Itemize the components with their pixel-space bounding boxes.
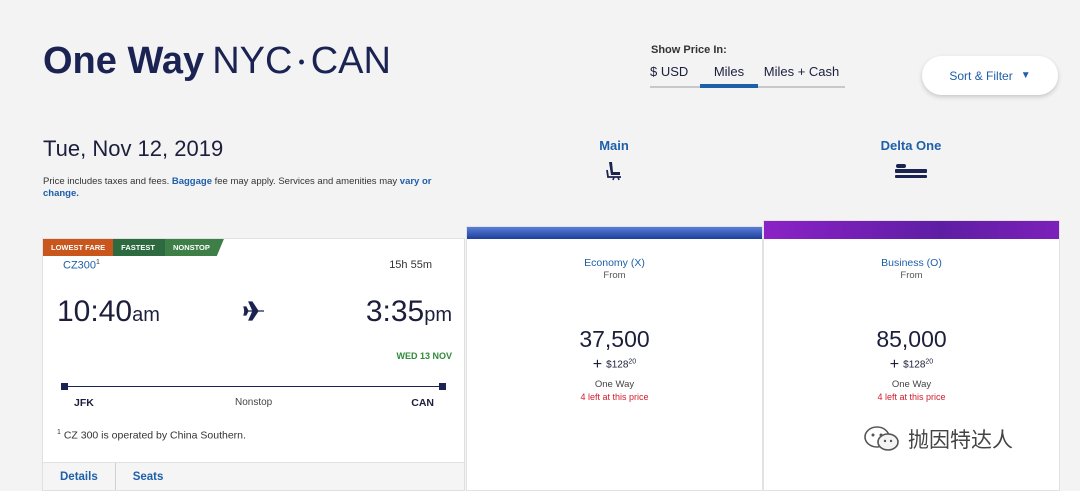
airplane-icon <box>243 301 264 321</box>
fare-cell-main[interactable]: Economy (X) From 37,500 + $12820 One Way … <box>466 226 763 491</box>
price-option-usd[interactable]: $ USD <box>650 64 689 79</box>
fare-miles: 85,000 <box>876 326 947 352</box>
badge-fastest: FASTEST <box>113 239 165 256</box>
flight-card-tabs: Details Seats <box>43 462 464 490</box>
price-toggle: $ USD Miles Miles + Cash <box>650 60 845 88</box>
details-tab[interactable]: Details <box>43 463 116 490</box>
cabin-name-delta-one: Delta One <box>880 138 942 153</box>
watermark: 抛因特达人 <box>862 424 1013 454</box>
footnote-text: CZ 300 is operated by China Southern. <box>60 429 246 442</box>
caret-down-icon: ▼ <box>1020 70 1031 81</box>
cabin-color-bar <box>467 227 762 239</box>
cabin-name-main: Main <box>599 138 629 153</box>
destination-airport: CAN <box>411 397 434 409</box>
badge-lowest-fare: LOWEST FARE <box>43 239 114 256</box>
arrival-time-value: 3:35 <box>365 295 425 328</box>
fare-cell-delta-one[interactable]: Business (O) From 85,000 + $12820 One Way… <box>763 220 1060 491</box>
fare-cash: + $12820 <box>467 356 762 374</box>
watermark-text: 抛因特达人 <box>908 429 1013 452</box>
departure-time-value: 10:40 <box>57 295 133 328</box>
baggage-link[interactable]: Baggage <box>171 176 212 187</box>
fare-trip-type: One Way <box>891 379 932 390</box>
fare-cash-dollars: $128 <box>903 359 926 371</box>
travel-date: Tue, Nov 12, 2019 <box>43 136 224 161</box>
fare-from-label: From <box>603 270 626 281</box>
trip-type: One Way <box>43 40 205 82</box>
footnote-mark: 1 <box>57 429 61 436</box>
origin-marker <box>61 383 68 390</box>
seats-left-warning: 4 left at this price <box>580 392 649 402</box>
price-option-miles[interactable]: Miles <box>700 60 758 88</box>
flight-duration: 15h 55m <box>389 259 432 271</box>
seats-left-warning: 4 left at this price <box>877 392 946 402</box>
origin-city: NYC <box>212 40 293 82</box>
stops-label: Nonstop <box>235 397 273 408</box>
route-separator: • <box>298 52 305 73</box>
badge-nonstop: NONSTOP <box>164 239 224 256</box>
price-option-miles-cash[interactable]: Miles + Cash <box>763 64 840 79</box>
fare-miles: 37,500 <box>579 326 650 352</box>
cabin-header-delta-one: Delta One <box>851 138 971 181</box>
cabin-color-bar <box>764 221 1059 239</box>
seat-icon <box>606 162 621 181</box>
flight-badges: LOWEST FARE FASTEST NONSTOP <box>43 239 224 256</box>
flight-card[interactable]: LOWEST FARE FASTEST NONSTOP CZ3001 15h 5… <box>42 238 465 491</box>
plus-icon: + <box>889 356 900 373</box>
fare-class-name: Economy (X) <box>584 257 645 269</box>
price-note-text-2: fee may apply. Services and amenities ma… <box>211 176 400 187</box>
wechat-logo-icon <box>864 426 899 451</box>
arrival-ampm: pm <box>424 304 452 326</box>
page-title: One Way NYC • CAN <box>43 40 391 83</box>
fare-cash-dollars: $128 <box>606 359 629 371</box>
sort-filter-button[interactable]: Sort & Filter ▼ <box>922 56 1058 95</box>
arrival-date: WED 13 NOV <box>396 351 452 361</box>
departure-time: 10:40am <box>57 295 160 329</box>
price-note-text: Price includes taxes and fees. <box>43 176 172 187</box>
fare-cash: + $12820 <box>764 356 1059 374</box>
sort-filter-label: Sort & Filter <box>949 68 1013 83</box>
fare-trip-type: One Way <box>594 379 635 390</box>
seats-tab[interactable]: Seats <box>132 471 164 483</box>
arrival-time: 3:35pm <box>366 295 452 329</box>
fare-from-label: From <box>900 270 923 281</box>
destination-marker <box>439 383 446 390</box>
fare-cash-cents: 20 <box>925 358 934 366</box>
operated-by-footnote: 1 CZ 300 is operated by China Southern. <box>57 429 246 442</box>
flight-number-text: CZ300 <box>63 259 97 272</box>
plus-icon: + <box>592 356 603 373</box>
flight-number-footnote-mark: 1 <box>96 259 100 266</box>
vary-or-change-link[interactable]: vary or change. <box>43 176 432 199</box>
price-toggle-label: Show Price In: <box>651 44 727 56</box>
cabin-header-main: Main <box>554 138 674 181</box>
departure-ampm: am <box>132 304 160 326</box>
fare-cash-cents: 20 <box>628 358 637 366</box>
fare-class-name: Business (O) <box>881 257 942 269</box>
flight-number[interactable]: CZ3001 <box>63 259 100 272</box>
destination-city: CAN <box>310 40 391 82</box>
origin-airport: JFK <box>74 397 94 409</box>
price-note: Price includes taxes and fees. Baggage f… <box>43 176 453 200</box>
flat-bed-icon <box>895 164 927 178</box>
route-line <box>63 386 444 387</box>
